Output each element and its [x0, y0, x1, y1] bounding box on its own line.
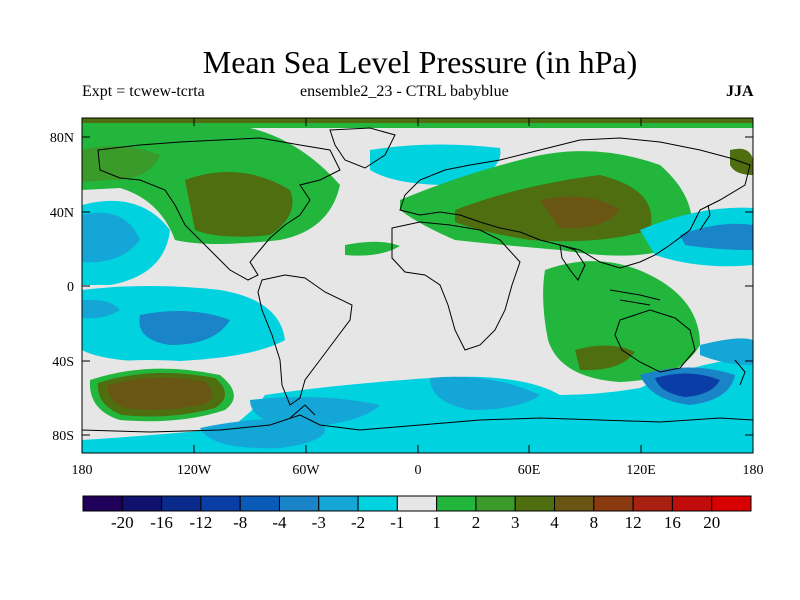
sp-high-core — [107, 377, 213, 410]
so-aus-core — [655, 373, 720, 397]
australia-coast — [614, 309, 696, 373]
colorbar-swatch — [318, 495, 359, 512]
so-tasman-core — [700, 338, 753, 365]
colorbar-labels: -20 -16 -12 -8 -4 -3 -2 -1 1 2 3 4 8 12 16 20 — [111, 513, 720, 532]
lon-label-0: 0 — [415, 463, 422, 478]
india-coast — [559, 244, 586, 281]
colorbar-swatch — [161, 495, 202, 512]
so-atl-core — [430, 376, 540, 410]
colorbar-label: -20 — [111, 513, 134, 532]
colorbar-swatch — [200, 495, 241, 512]
colorbar-label: -2 — [351, 513, 365, 532]
colorbar-swatch — [711, 495, 752, 512]
colorbar-label: 3 — [511, 513, 520, 532]
antarctic-core — [200, 418, 325, 449]
eurasia-positive-core — [540, 196, 620, 229]
pressure-field — [82, 118, 753, 453]
indian-positive-core — [575, 345, 635, 371]
colorbar-label: -1 — [390, 513, 404, 532]
lat-label-40s: 40S — [52, 355, 74, 370]
colorbar-label: 20 — [703, 513, 720, 532]
npac-negative-core — [82, 212, 140, 263]
colorbar-label: 4 — [550, 513, 559, 532]
colorbar-label: -4 — [272, 513, 287, 532]
colorbar-swatch — [554, 495, 595, 512]
lon-label-60w: 60W — [292, 463, 320, 478]
lat-label-80n: 80N — [50, 131, 74, 146]
lon-label-120e: 120E — [626, 463, 656, 478]
south-america-coast — [257, 274, 353, 406]
colorbar-swatch — [475, 495, 516, 512]
lat-tick-marks — [82, 136, 753, 436]
north-america-coast — [97, 137, 341, 281]
spac-negative-core — [139, 311, 230, 345]
colorbar-swatch — [396, 495, 438, 512]
colorbar-swatch — [239, 495, 280, 512]
lat-label-80s: 80S — [52, 429, 74, 444]
colorbar-label: 12 — [625, 513, 642, 532]
colorbar-swatch — [671, 495, 713, 512]
colorbar-swatch — [121, 495, 163, 512]
colorbar-label: -8 — [233, 513, 247, 532]
antarctic-peninsula-coast — [289, 404, 316, 419]
colorbar-label: -12 — [190, 513, 213, 532]
colorbar-label: 2 — [472, 513, 481, 532]
chart-title: Mean Sea Level Pressure (in hPa) — [202, 44, 638, 80]
lon-label-180w: 180 — [72, 463, 93, 478]
na-positive-west — [82, 146, 160, 182]
spac-negative-west — [82, 299, 120, 319]
colorbar-label: 16 — [664, 513, 681, 532]
tatl-positive — [345, 241, 400, 256]
colorbar-swatch — [632, 495, 673, 512]
lat-label-40n: 40N — [50, 206, 74, 221]
lon-label-60e: 60E — [518, 463, 541, 478]
greenland-coast — [329, 127, 396, 169]
colorbar-swatch — [436, 495, 477, 512]
islands-coast — [609, 204, 711, 306]
antarctica-coast — [82, 414, 753, 433]
coastlines — [82, 127, 753, 433]
natl-negative — [370, 144, 501, 185]
colorbar-swatch — [82, 495, 123, 512]
wpac-negative-core — [680, 223, 753, 250]
na-positive-core — [185, 172, 293, 237]
season-label: JJA — [726, 83, 754, 100]
colorbar — [82, 495, 752, 512]
colorbar-swatch — [278, 495, 320, 512]
colorbar-swatch — [357, 495, 398, 512]
lon-label-180e: 180 — [743, 463, 764, 478]
colorbar-label: 8 — [590, 513, 599, 532]
colorbar-swatch — [593, 495, 634, 512]
lon-label-120w: 120W — [177, 463, 212, 478]
colorbar-swatch — [514, 495, 556, 512]
lat-label-0: 0 — [67, 280, 74, 295]
nz-coast — [734, 359, 746, 386]
colorbar-label: -3 — [312, 513, 326, 532]
lon-tick-marks — [193, 118, 642, 453]
experiment-label: Expt = tcwew-tcrta — [82, 83, 205, 100]
colorbar-label: -16 — [150, 513, 173, 532]
africa-coast — [391, 221, 521, 351]
eurasia-coast — [399, 137, 751, 269]
colorbar-label: 1 — [432, 513, 441, 532]
ensemble-label: ensemble2_23 - CTRL babyblue — [300, 83, 509, 100]
